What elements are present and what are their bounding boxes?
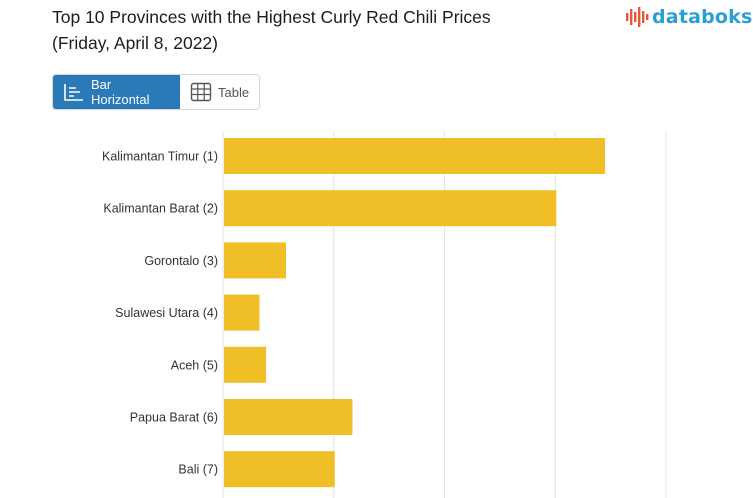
grid-lines: [222, 131, 667, 498]
table-label: Table: [218, 84, 250, 100]
logo-text: databoks: [652, 6, 753, 28]
category-label: Gorontalo (3): [144, 254, 218, 268]
bar-horizontal-button[interactable]: Bar Horizontal: [53, 75, 180, 109]
bar-3[interactable]: [224, 242, 287, 279]
view-toggle: Bar Horizontal Table: [52, 74, 261, 110]
bar-6[interactable]: [224, 399, 353, 435]
chart-title-line-2: (Friday, April 8, 2022): [52, 33, 218, 53]
category-label: Papua Barat (6): [130, 411, 218, 425]
bar-7[interactable]: [224, 451, 335, 488]
category-label: Aceh (5): [171, 358, 218, 372]
chart-title-line-1: Top 10 Provinces with the Highest Curly …: [52, 7, 491, 27]
bar-chart-icon: [63, 82, 85, 102]
chart-title: Top 10 Provinces with the Highest Curly …: [52, 4, 612, 56]
category-label: Kalimantan Timur (1): [102, 150, 218, 164]
databoks-logo[interactable]: databoks: [625, 4, 753, 30]
bars: [224, 138, 605, 488]
bar-1[interactable]: [224, 138, 605, 174]
category-label: Kalimantan Barat (2): [103, 202, 218, 216]
bar-5[interactable]: [224, 346, 267, 383]
category-label: Bali (7): [178, 463, 218, 477]
bar-logo-icon: [626, 7, 649, 27]
bar-2[interactable]: [224, 190, 557, 227]
table-grid-icon: [190, 82, 212, 102]
bar-4[interactable]: [224, 294, 260, 331]
bar-horizontal-label: Bar Horizontal: [91, 77, 150, 107]
table-button[interactable]: Table: [180, 75, 259, 109]
category-label: Sulawesi Utara (4): [115, 306, 218, 320]
category-labels: Kalimantan Timur (1) Kalimantan Barat (2)…: [102, 150, 218, 477]
